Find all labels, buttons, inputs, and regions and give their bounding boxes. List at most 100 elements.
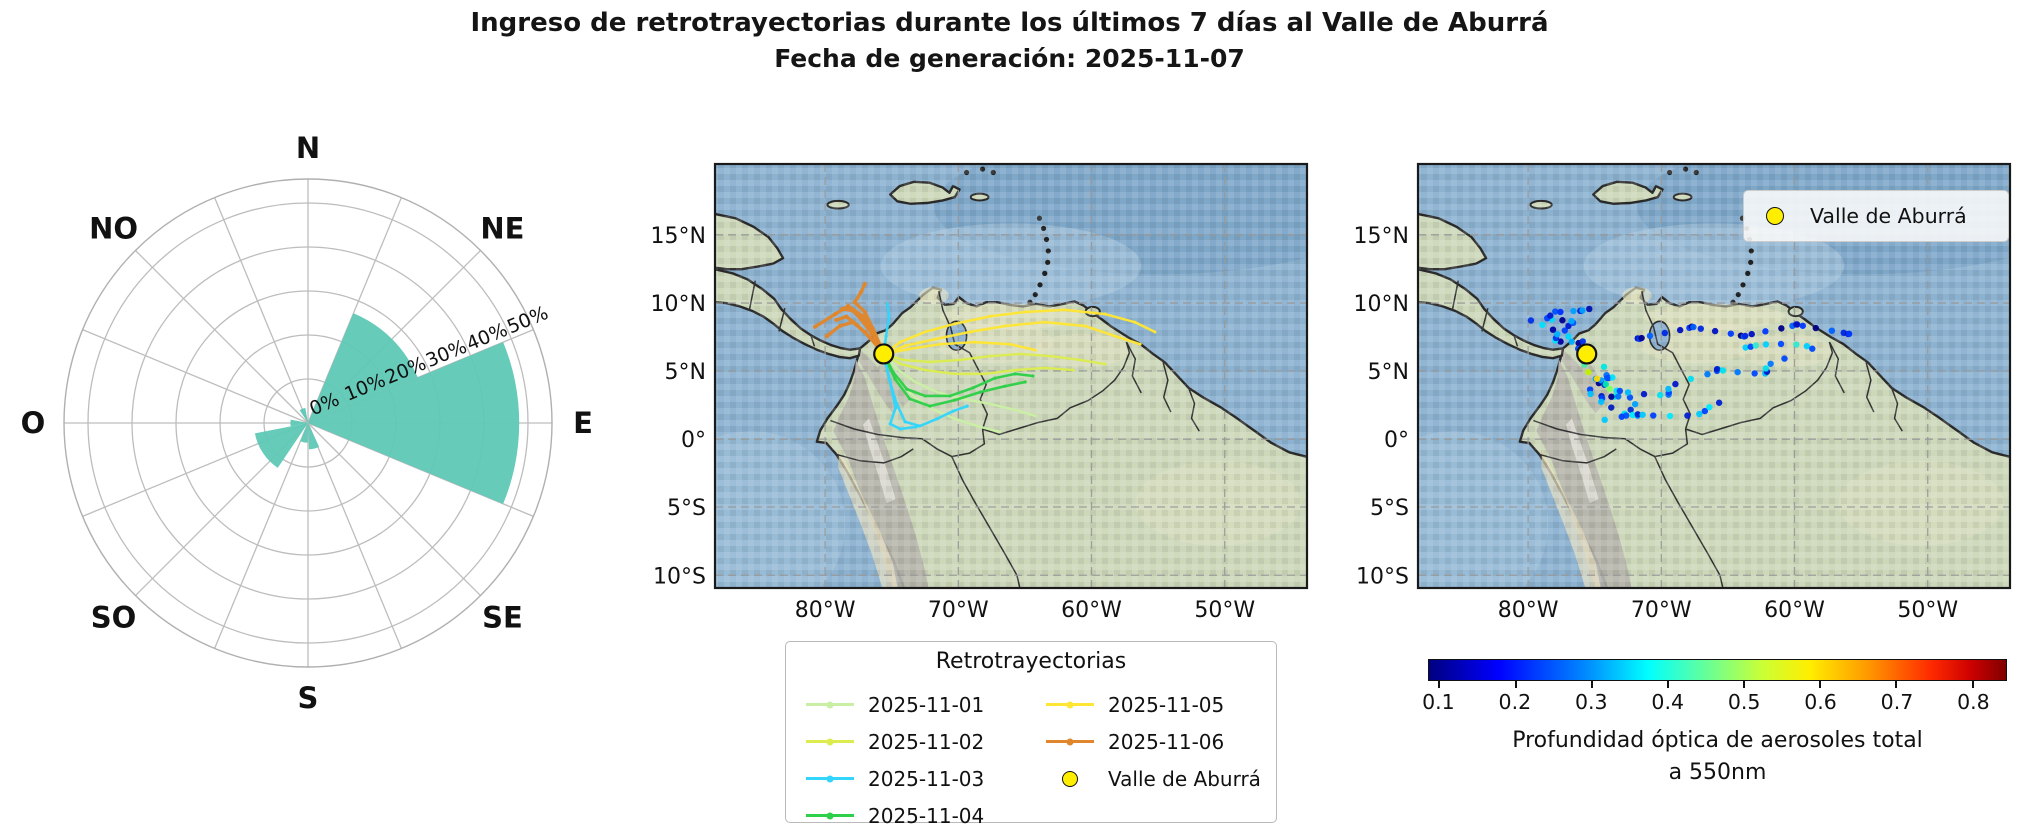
aod-scatter-point [1751,370,1758,377]
trajectory-point-2025-11-05 [898,340,902,344]
trajectory-legend-column-2: 2025-11-05 2025-11-06 Valle de Aburrá [1044,686,1261,797]
latitude-tick-label: 10°S [1356,564,1409,589]
windrose-compass-label-so: SO [91,600,137,634]
trajectory-point-2025-11-04 [1031,374,1035,378]
colorbar-tick [1590,681,1593,688]
trajectory-point-2025-11-01 [1013,408,1017,412]
trajectory-point-2025-11-06 [854,323,860,328]
aod-scatter-point [1687,375,1695,383]
legend-line-swatch [804,812,856,819]
map-content [715,164,1307,588]
windrose-compass-label-s: S [298,681,319,715]
trajectory-point-2025-11-06 [812,324,818,329]
aod-scatter-point [1656,391,1664,399]
trajectory-point-2025-11-03 [893,406,898,410]
aod-scatter-point [1608,393,1615,400]
windrose-radial-gridline [214,422,309,649]
aod-scatter-point [1799,322,1806,329]
trajectory-point-2025-11-05 [1033,348,1037,352]
legend-entry-2025-11-02: 2025-11-02 [804,723,984,760]
longitude-tick-label: 60°W [1764,598,1825,620]
trajectory-point-2025-11-01 [935,390,939,394]
aod-scatter-point [1650,412,1657,419]
trajectory-point-2025-11-05 [1133,320,1137,324]
colorbar-tick [1895,681,1898,688]
aod-scatter-point [1561,327,1569,334]
legend-marker-swatch [1044,770,1096,787]
trajectory-point-2025-11-05 [1063,308,1067,312]
aod-scatter-point [1803,342,1811,350]
trajectory-point-2025-11-01 [895,367,899,371]
windrose-compass-label-no: NO [89,212,138,246]
trajectory-point-2025-11-04 [953,398,957,402]
aod-scatter-point [1559,317,1566,324]
aod-scatter-point [1684,412,1691,419]
windrose-compass-label-o: O [21,406,46,440]
colorbar-tick [1971,681,1974,688]
colorbar-tick-label: 0.2 [1498,690,1532,714]
aod-scatter-point [1762,365,1770,372]
trajectory-point-2025-11-02 [1078,358,1082,362]
trajectory-point-2025-11-03 [888,422,892,426]
legend-entry-2025-11-01: 2025-11-01 [804,686,984,723]
aod-scatter-point [1601,416,1608,424]
aod-scatter-point [1762,328,1769,335]
longitude-tick-label: 70°W [1631,598,1692,620]
latitude-tick-label: 10°S [653,564,706,589]
legend-line-swatch [804,738,856,745]
trajectory-point-2025-11-02 [983,372,987,376]
trajectory-legend: Retrotrayectorias 2025-11-01 2025-11-02 20… [785,641,1277,828]
windrose-petal-sse [308,423,320,450]
aod-scatter-point [1547,312,1554,319]
trajectory-point-2025-11-02 [1013,368,1017,372]
trajectory-point-2025-11-05 [1113,334,1117,338]
trajectory-point-2025-11-04 [923,394,927,398]
trajectory-point-2025-11-02 [958,358,962,362]
trajectory-point-2025-11-03 [918,424,922,428]
trajectory-point-2025-11-02 [1103,362,1107,366]
aod-scatter-point [1747,343,1754,350]
valle-de-aburra-marker-icon [1766,207,1784,225]
trajectory-point-2025-11-03 [914,425,918,429]
aod-scatter-point [1579,307,1586,314]
figure-subtitle: Fecha de generación: 2025-11-07 [774,44,1245,73]
aod-scatter-point [1845,330,1853,338]
trajectory-point-2025-11-05 [1003,324,1007,328]
aod-scatter-point [1603,374,1611,382]
trajectory-point-2025-11-06 [867,335,873,340]
latitude-tick-label: 0° [681,428,706,453]
legend-entry-2025-11-04: 2025-11-04 [804,797,984,834]
trajectory-point-2025-11-05 [933,337,937,341]
longitude-tick-label: 80°W [1498,598,1559,620]
trajectory-2025-11-04 [882,352,1027,408]
latitude-tick-label: 5°S [1370,496,1409,521]
trajectory-point-2025-11-04 [891,370,895,374]
trajectory-point-2025-11-06 [837,323,843,329]
colorbar-tick [1666,681,1669,688]
trajectory-point-2025-11-04 [928,404,932,408]
trajectory-legend-title: Retrotrayectorias [935,649,1127,674]
trajectory-point-2025-11-01 [975,424,979,428]
windrose-panel: 0% 10% 20% 30% 40% 50% N NE E SE S SO O NO [8,120,628,740]
aod-scatter-point [1593,375,1601,382]
map-frame [713,162,1309,590]
valle-de-aburra-marker [1576,343,1598,365]
trajectory-map-panel: 15°N 10°N 5°N 0° 5°S 10°S 80°W 70°W 60°W 50°W [640,120,1320,623]
legend-line-swatch [1044,701,1096,708]
aod-scatter-point [1557,308,1564,316]
longitude-tick-label: 80°W [795,598,856,620]
trajectory-point-2025-11-06 [833,311,838,317]
aod-scatter-point [1748,330,1755,338]
aod-scatter-point [1706,403,1713,411]
aod-scatter-point [1634,411,1641,418]
aod-scatter-point [1616,387,1624,395]
trajectory-point-2025-11-03 [903,420,907,424]
aod-scatter-point [1713,366,1721,373]
trajectory-point-2025-11-01 [909,392,913,396]
windrose-petal-e [308,342,520,504]
trajectory-2025-11-05 [882,308,1157,356]
trajectory-point-2025-11-06 [862,281,867,287]
aod-scatter-point [1565,333,1572,340]
